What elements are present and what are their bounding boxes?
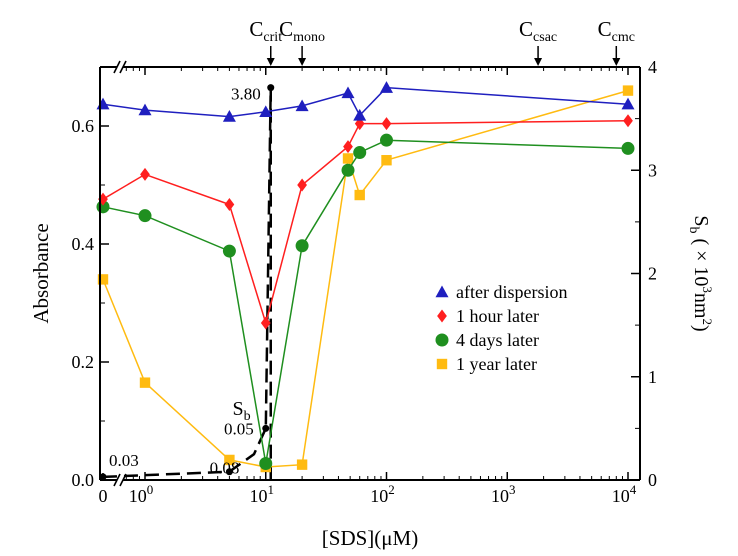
annotation-label: 0.08 <box>210 459 240 478</box>
y2-tick-label: 1 <box>648 367 657 387</box>
top-marker-arrowhead <box>612 58 621 66</box>
series-point-3 <box>97 274 109 285</box>
series-line-0 <box>102 86 629 118</box>
top-marker-label: Ccrit <box>249 17 282 45</box>
top-marker-label: Ccsac <box>519 17 557 45</box>
series-point-0 <box>295 99 309 112</box>
legend-label: 4 days later <box>456 330 539 350</box>
series-point-2 <box>259 456 273 470</box>
x-tick-label-zero: 0 <box>99 486 108 506</box>
x-axis-title: [SDS](μM) <box>322 526 418 550</box>
x-tick-label: 104 <box>612 482 637 506</box>
series-point-2 <box>295 239 309 253</box>
annotation-label: 3.80 <box>231 85 261 104</box>
series-point-1 <box>224 197 235 211</box>
y2-axis-title: Sb ( × 103nm2) <box>686 215 715 331</box>
sb-point <box>225 468 233 476</box>
y-tick-label: 0.4 <box>72 234 95 254</box>
series-point-0 <box>353 108 367 121</box>
annotation-label: 0.05 <box>224 419 254 438</box>
series-point-3 <box>224 454 235 466</box>
series-point-3 <box>139 377 151 388</box>
annotation-label: 0.03 <box>109 451 139 470</box>
series-point-2 <box>138 209 152 223</box>
series-point-2 <box>353 146 367 160</box>
sb-series-label: Sb <box>232 398 250 424</box>
y2-tick-label: 3 <box>648 160 657 180</box>
y2-tick-label: 4 <box>648 57 657 77</box>
bottom-axis-break-mark <box>113 473 121 487</box>
series-line-3 <box>102 89 629 468</box>
series-point-3 <box>622 85 634 96</box>
top-axis-break-mark <box>119 60 127 74</box>
y2-tick-label: 2 <box>648 264 657 284</box>
sb-point <box>267 84 275 92</box>
series-point-0 <box>380 81 393 93</box>
series-point-3 <box>354 189 365 201</box>
y-tick-label: 0.2 <box>72 352 95 372</box>
top-marker-arrowhead <box>266 58 275 66</box>
series-point-0 <box>138 103 152 116</box>
y-axis-title: Absorbance <box>29 223 53 323</box>
series-point-0 <box>621 97 635 110</box>
legend-label: 1 year later <box>456 354 537 374</box>
series-point-2 <box>222 244 236 258</box>
series-point-3 <box>381 155 392 166</box>
series-point-1 <box>381 117 392 131</box>
x-tick-label: 103 <box>491 482 516 506</box>
series-point-1 <box>260 316 271 330</box>
sb-point <box>262 424 270 432</box>
series-point-0 <box>259 105 273 118</box>
legend-marker <box>436 358 448 370</box>
legend-marker <box>435 285 449 298</box>
series-point-3 <box>342 153 354 164</box>
legend-label: after dispersion <box>456 282 567 302</box>
series-point-3 <box>296 459 308 470</box>
series-point-2 <box>341 163 355 177</box>
y-tick-label: 0.6 <box>72 116 95 136</box>
series-point-1 <box>623 114 633 128</box>
series-point-2 <box>621 141 635 155</box>
x-tick-label: 100 <box>129 482 154 506</box>
series-point-0 <box>341 86 355 99</box>
legend-marker <box>437 309 447 323</box>
series-point-1 <box>297 178 307 192</box>
y2-tick-label: 0 <box>648 470 657 490</box>
series-point-0 <box>96 97 110 110</box>
series-point-2 <box>380 133 393 147</box>
x-tick-label: 101 <box>250 482 275 506</box>
y-tick-label: 0.0 <box>72 470 95 490</box>
series-point-1 <box>343 140 353 154</box>
series-point-0 <box>222 110 236 122</box>
top-axis-break-mark <box>113 60 121 74</box>
top-marker-label: Cmono <box>279 17 325 45</box>
x-tick-label: 102 <box>370 482 395 506</box>
bottom-axis-break-mark <box>119 473 127 487</box>
top-marker-arrowhead <box>534 58 543 66</box>
top-marker-label: Ccmc <box>598 17 635 45</box>
legend-marker <box>435 333 449 347</box>
legend-label: 1 hour later <box>456 306 539 326</box>
top-marker-arrowhead <box>298 58 307 66</box>
series-point-1 <box>140 167 150 181</box>
